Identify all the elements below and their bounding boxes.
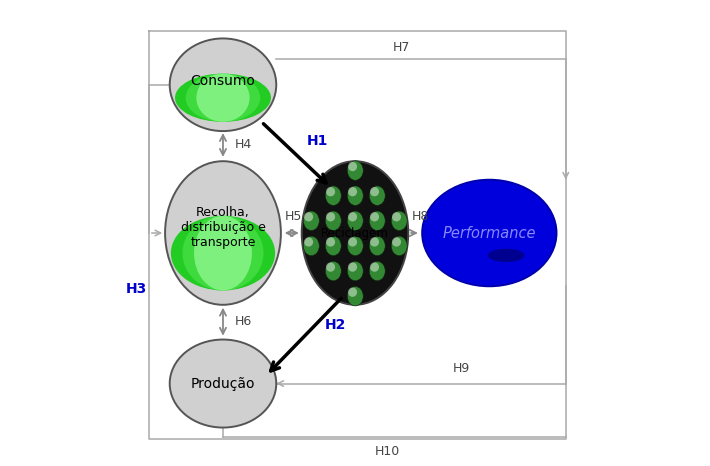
Text: Recolha,
distribuição e
transporte: Recolha, distribuição e transporte bbox=[180, 206, 266, 249]
Text: H7: H7 bbox=[393, 41, 410, 54]
Ellipse shape bbox=[197, 74, 250, 122]
Text: H4: H4 bbox=[234, 138, 252, 151]
Text: H5: H5 bbox=[285, 210, 302, 223]
Text: Produção: Produção bbox=[191, 377, 255, 391]
Ellipse shape bbox=[303, 211, 320, 231]
Ellipse shape bbox=[170, 340, 276, 427]
Ellipse shape bbox=[194, 216, 252, 290]
Ellipse shape bbox=[392, 237, 401, 247]
Ellipse shape bbox=[348, 288, 357, 297]
Ellipse shape bbox=[165, 161, 281, 305]
Text: H6: H6 bbox=[234, 315, 252, 329]
Text: H2: H2 bbox=[325, 318, 346, 332]
Ellipse shape bbox=[325, 211, 342, 231]
Ellipse shape bbox=[370, 212, 379, 221]
Ellipse shape bbox=[347, 186, 364, 206]
Ellipse shape bbox=[325, 261, 342, 281]
Text: H10: H10 bbox=[375, 445, 400, 458]
Ellipse shape bbox=[370, 237, 379, 247]
Ellipse shape bbox=[325, 236, 342, 256]
Ellipse shape bbox=[392, 212, 401, 221]
Ellipse shape bbox=[369, 261, 386, 281]
Ellipse shape bbox=[347, 211, 364, 231]
Ellipse shape bbox=[348, 162, 357, 171]
Ellipse shape bbox=[348, 237, 357, 247]
Text: Performance: Performance bbox=[442, 226, 536, 240]
Ellipse shape bbox=[422, 180, 557, 286]
Ellipse shape bbox=[170, 39, 276, 131]
Text: H1: H1 bbox=[306, 134, 328, 148]
Ellipse shape bbox=[391, 236, 407, 256]
Text: H3: H3 bbox=[125, 281, 146, 295]
Ellipse shape bbox=[326, 262, 335, 272]
Ellipse shape bbox=[326, 187, 335, 196]
Ellipse shape bbox=[370, 187, 379, 196]
Ellipse shape bbox=[303, 236, 320, 256]
Ellipse shape bbox=[326, 212, 335, 221]
Ellipse shape bbox=[370, 262, 379, 272]
Ellipse shape bbox=[182, 216, 263, 290]
Ellipse shape bbox=[347, 236, 364, 256]
Ellipse shape bbox=[347, 261, 364, 281]
Ellipse shape bbox=[391, 211, 407, 231]
Ellipse shape bbox=[488, 249, 525, 262]
Ellipse shape bbox=[326, 237, 335, 247]
Ellipse shape bbox=[302, 161, 408, 305]
Text: Reciclagem: Reciclagem bbox=[321, 226, 389, 240]
Ellipse shape bbox=[186, 74, 261, 122]
Ellipse shape bbox=[304, 237, 313, 247]
Ellipse shape bbox=[347, 287, 364, 306]
Text: H9: H9 bbox=[453, 362, 470, 375]
Text: H8: H8 bbox=[412, 210, 429, 223]
Ellipse shape bbox=[348, 187, 357, 196]
Ellipse shape bbox=[171, 216, 275, 290]
Ellipse shape bbox=[369, 186, 386, 206]
Ellipse shape bbox=[348, 262, 357, 272]
Ellipse shape bbox=[369, 211, 386, 231]
Ellipse shape bbox=[325, 186, 342, 206]
Ellipse shape bbox=[348, 212, 357, 221]
Ellipse shape bbox=[347, 161, 364, 180]
Ellipse shape bbox=[304, 212, 313, 221]
Ellipse shape bbox=[369, 236, 386, 256]
Ellipse shape bbox=[175, 74, 271, 122]
Text: Consumo: Consumo bbox=[190, 74, 256, 88]
